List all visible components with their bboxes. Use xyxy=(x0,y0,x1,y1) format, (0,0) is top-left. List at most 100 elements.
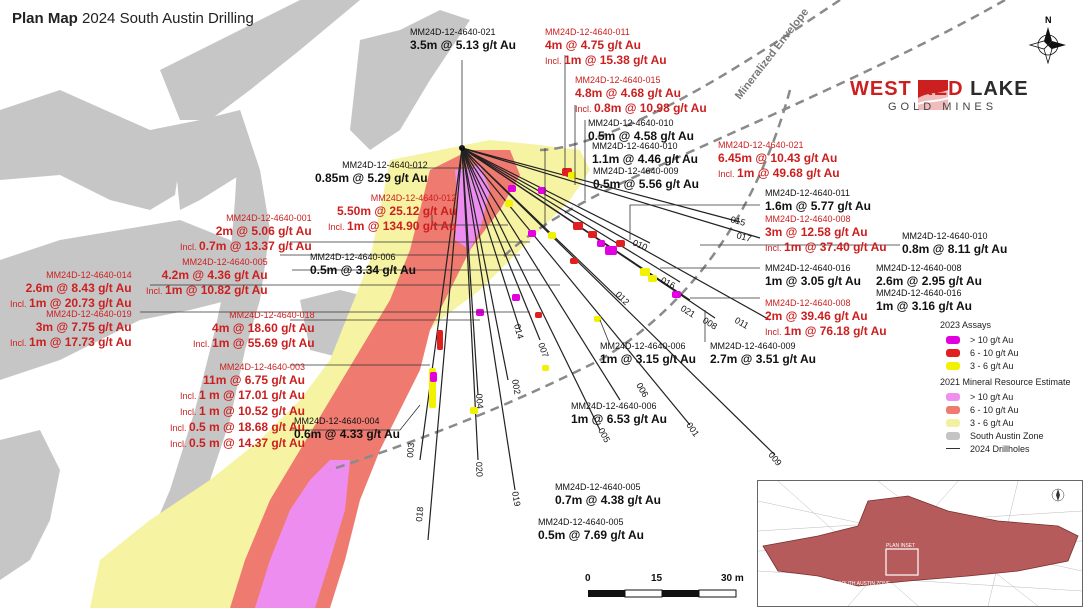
intercept-label: MM24D-12-4640-011 4m @ 4.75 g/t Au Incl. 1… xyxy=(545,27,667,69)
hole-number: 002 xyxy=(510,379,522,396)
svg-text:N: N xyxy=(1045,15,1052,25)
included-interval: Incl. 0.5 m @ 18.68 g/t Au xyxy=(170,420,305,434)
included-interval: Incl. 1m @ 37.40 g/t Au xyxy=(765,240,887,254)
drillhole-id: MM24D-12-4640-005 xyxy=(555,482,641,492)
intercept-label: MM24D-12-4640-009 0.5m @ 5.56 g/t Au xyxy=(593,166,699,192)
legend-swatch xyxy=(946,392,960,401)
legend-swatch xyxy=(946,431,960,440)
intercept-label: MM24D-12-4640-008 3m @ 12.58 g/t Au Incl. … xyxy=(765,214,887,256)
intercept-label: MM24D-12-4640-006 0.5m @ 3.34 g/t Au xyxy=(310,252,416,278)
south-austin-zone xyxy=(0,0,470,608)
drillhole-id: MM24D-12-4640-001 xyxy=(226,213,312,223)
intercept-label: MM24D-12-4640-012 5.50m @ 25.12 g/t Au Inc… xyxy=(328,193,456,235)
intercept-label: MM24D-12-4640-015 4.8m @ 4.68 g/t Au Incl.… xyxy=(575,75,707,117)
map-title: Plan Map 2024 South Austin Drilling xyxy=(12,10,254,27)
drillhole-id: MM24D-12-4640-003 xyxy=(219,362,305,372)
drillhole-id: MM24D-12-4640-008 xyxy=(765,298,851,308)
intercept-label: MM24D-12-4640-021 3.5m @ 5.13 g/t Au xyxy=(410,27,516,53)
intercept-label: MM24D-12-4640-010 0.8m @ 8.11 g/t Au xyxy=(902,231,1007,257)
intercept-label: MM24D-12-4640-004 0.6m @ 4.33 g/t Au xyxy=(294,416,400,442)
intercept-value: 2.6m @ 2.95 g/t Au xyxy=(876,274,982,288)
drillhole-id: MM24D-12-4640-016 xyxy=(876,288,962,298)
drillhole-id: MM24D-12-4640-011 xyxy=(545,27,630,37)
included-interval: Incl. 1m @ 49.68 g/t Au xyxy=(718,166,840,180)
intercept-value: 2m @ 39.46 g/t Au xyxy=(765,309,868,323)
drillhole-id: MM24D-12-4640-006 xyxy=(310,252,396,262)
drillhole-id: MM24D-12-4640-005 xyxy=(182,257,268,267)
intercept-value: 4m @ 4.75 g/t Au xyxy=(545,38,641,52)
intercept-value: 1m @ 3.15 g/t Au xyxy=(600,352,696,366)
drillhole-id: MM24D-12-4640-016 xyxy=(765,263,851,273)
intercept-label: MM24D-12-4640-008 2m @ 39.46 g/t Au Incl. … xyxy=(765,298,887,340)
intercept-value: 5.50m @ 25.12 g/t Au xyxy=(337,204,457,218)
hole-number: 017 xyxy=(735,230,752,244)
intercept-value: 0.5m @ 5.56 g/t Au xyxy=(593,177,699,191)
intercept-label: MM24D-12-4640-016 1m @ 3.05 g/t Au xyxy=(765,263,861,289)
intercept-label: MM24D-12-4640-012 0.85m @ 5.29 g/t Au xyxy=(315,160,428,186)
legend-item: South Austin Zone xyxy=(946,429,1071,442)
drillhole-id: MM24D-12-4640-009 xyxy=(593,166,679,176)
hole-number: 012 xyxy=(614,289,632,307)
intercept-value: 0.6m @ 4.33 g/t Au xyxy=(294,427,400,441)
drillhole-id: MM24D-12-4640-011 xyxy=(765,188,850,198)
legend-swatch xyxy=(946,335,960,344)
hole-number: 007 xyxy=(536,341,551,359)
intercept-label: MM24D-12-4640-008 2.6m @ 2.95 g/t Au xyxy=(876,263,982,289)
location-inset-map: PLAN INSET SOUTH AUSTIN ZONE xyxy=(757,480,1083,607)
legend-item: > 10 g/t Au xyxy=(946,390,1071,403)
included-interval: Incl. 1m @ 134.90 g/t Au xyxy=(328,219,457,233)
intercept-label: MM24D-12-4640-006 1m @ 3.15 g/t Au xyxy=(600,341,696,367)
hole-number: 020 xyxy=(474,462,485,477)
drillholes xyxy=(419,147,776,541)
included-interval: Incl. 1m @ 76.18 g/t Au xyxy=(765,324,887,338)
intercept-value: 1.1m @ 4.46 g/t Au xyxy=(592,152,698,166)
intercept-value: 1.6m @ 5.77 g/t Au xyxy=(765,199,871,213)
legend-swatch xyxy=(946,348,960,357)
drillhole-id: MM24D-12-4640-014 xyxy=(46,270,132,280)
legend-swatch xyxy=(946,405,960,414)
intercept-label: MM24D-12-4640-010 0.5m @ 4.58 g/t Au xyxy=(588,118,694,144)
hole-number: 003 xyxy=(405,442,416,458)
included-interval: Incl. 1m @ 20.73 g/t Au xyxy=(10,296,132,310)
intercept-value: 2.7m @ 3.51 g/t Au xyxy=(710,352,816,366)
drillhole-id: MM24D-12-4640-018 xyxy=(229,310,315,320)
intercept-label: MM24D-12-4640-011 1.6m @ 5.77 g/t Au xyxy=(765,188,871,214)
hole-number: 005 xyxy=(596,426,612,444)
legend-swatch xyxy=(946,361,960,370)
hole-number: 016 xyxy=(659,275,677,291)
intercept-value: 3m @ 12.58 g/t Au xyxy=(765,225,868,239)
intercept-value: 3.5m @ 5.13 g/t Au xyxy=(410,38,516,52)
leader-lines xyxy=(140,55,900,431)
intercept-label: MM24D-12-4640-010 1.1m @ 4.46 g/t Au xyxy=(592,141,698,167)
drillhole-id: MM24D-12-4640-009 xyxy=(710,341,796,351)
intercept-value: 0.5m @ 3.34 g/t Au xyxy=(310,263,416,277)
drillhole-id: MM24D-12-4640-021 xyxy=(718,140,804,150)
included-interval: Incl. 0.7m @ 13.37 g/t Au xyxy=(180,239,312,253)
included-interval: Incl. 0.5 m @ 14.37 g/t Au xyxy=(170,436,305,450)
intercept-value: 11m @ 6.75 g/t Au xyxy=(203,373,305,387)
intercept-label: MM24D-12-4640-006 1m @ 6.53 g/t Au xyxy=(571,401,667,427)
drillhole-id: MM24D-12-4640-006 xyxy=(571,401,657,411)
intercept-label: MM24D-12-4640-005 4.2m @ 4.36 g/t Au Incl.… xyxy=(146,257,268,299)
intercept-value: 0.85m @ 5.29 g/t Au xyxy=(315,171,428,185)
intercept-value: 4.8m @ 4.68 g/t Au xyxy=(575,86,681,100)
intercept-value: 4.2m @ 4.36 g/t Au xyxy=(161,268,268,282)
legend-item: 2024 Drillholes xyxy=(946,442,1071,455)
drillhole-id: MM24D-12-4640-010 xyxy=(902,231,988,241)
scale-bar xyxy=(588,589,737,598)
drillhole-id: MM24D-12-4640-015 xyxy=(575,75,661,85)
legend: 2023 Assays > 10 g/t Au 6 - 10 g/t Au 3 - … xyxy=(940,318,1071,455)
hole-number: 021 xyxy=(679,303,697,319)
intercept-label: MM24D-12-4640-016 1m @ 3.16 g/t Au xyxy=(876,288,972,314)
logo-icon xyxy=(917,80,949,110)
hole-number: 006 xyxy=(634,381,650,399)
envelope-label: Mineralized Envelope xyxy=(733,6,811,102)
legend-item: 3 - 6 g/t Au xyxy=(946,359,1071,372)
hole-number: 014 xyxy=(512,323,526,340)
intercept-value: 2.6m @ 8.43 g/t Au xyxy=(25,281,132,295)
intercept-value: 0.8m @ 8.11 g/t Au xyxy=(902,242,1008,256)
intercept-value: 0.7m @ 4.38 g/t Au xyxy=(555,493,661,507)
legend-assays-title: 2023 Assays xyxy=(940,320,992,330)
legend-item: 3 - 6 g/t Au xyxy=(946,416,1071,429)
intercept-value: 6.45m @ 10.43 g/t Au xyxy=(718,151,838,165)
